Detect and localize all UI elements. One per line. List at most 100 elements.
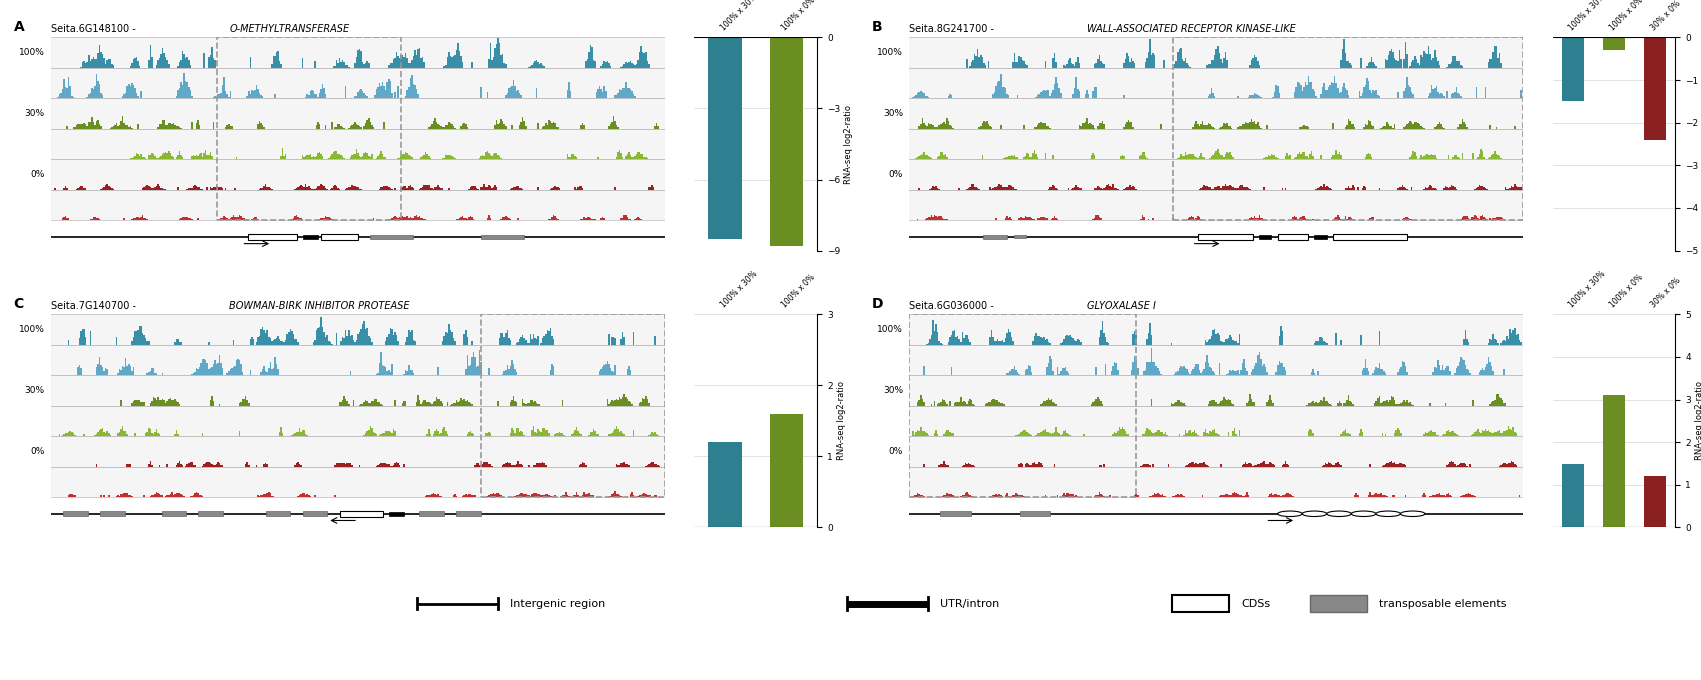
Bar	[51, 436, 665, 466]
Text: 0%: 0%	[31, 170, 44, 179]
Text: 30%: 30%	[883, 386, 903, 395]
Bar	[371, 235, 413, 239]
Text: 100%: 100%	[19, 325, 44, 334]
Bar	[1014, 235, 1026, 239]
Bar	[265, 511, 291, 516]
Text: CDSs: CDSs	[1242, 598, 1271, 609]
Text: WALL-ASSOCIATED RECEPTOR KINASE-LIKE: WALL-ASSOCIATED RECEPTOR KINASE-LIKE	[1087, 24, 1296, 34]
Bar	[910, 345, 1522, 375]
Bar	[941, 511, 971, 516]
Bar	[100, 511, 124, 516]
Text: 30%: 30%	[26, 109, 44, 118]
Bar	[910, 345, 1522, 375]
Bar	[51, 190, 665, 220]
Bar	[51, 314, 665, 345]
Y-axis label: RNA-seq log2-ratio: RNA-seq log2-ratio	[1696, 381, 1701, 460]
Bar	[162, 511, 185, 516]
Text: transposable elements: transposable elements	[1380, 598, 1507, 609]
Bar	[51, 375, 665, 406]
Ellipse shape	[1327, 511, 1351, 517]
Text: Seita.8G241700 -: Seita.8G241700 -	[910, 24, 997, 34]
Bar	[1172, 595, 1228, 612]
Bar	[63, 511, 88, 516]
Ellipse shape	[1376, 511, 1400, 517]
Bar	[1562, 464, 1584, 528]
Bar	[51, 68, 665, 99]
Bar	[910, 68, 1522, 99]
Text: UTR/intron: UTR/intron	[941, 598, 1000, 609]
Text: 0%: 0%	[31, 447, 44, 456]
Bar	[910, 466, 1522, 497]
Bar	[51, 159, 665, 190]
Bar	[1259, 235, 1271, 239]
Bar	[1643, 37, 1667, 140]
Bar	[910, 190, 1522, 220]
Bar	[51, 466, 665, 497]
Bar	[910, 466, 1522, 497]
Bar	[910, 436, 1522, 466]
Text: A: A	[14, 20, 24, 34]
Bar	[420, 511, 444, 516]
Bar	[216, 37, 401, 220]
Text: B: B	[873, 20, 883, 34]
Bar	[910, 159, 1522, 190]
Bar	[910, 37, 1522, 68]
Ellipse shape	[1303, 511, 1327, 517]
Bar	[51, 37, 665, 68]
Y-axis label: RNA-seq log2-ratio: RNA-seq log2-ratio	[844, 105, 854, 184]
Text: 0%: 0%	[888, 170, 903, 179]
Bar	[51, 129, 665, 159]
Bar	[51, 129, 665, 159]
Ellipse shape	[1400, 511, 1425, 517]
Bar	[303, 511, 327, 516]
Bar	[708, 442, 742, 528]
Ellipse shape	[1351, 511, 1376, 517]
Text: 100%: 100%	[878, 48, 903, 57]
Bar	[910, 375, 1522, 406]
Bar	[51, 99, 665, 129]
Bar	[910, 406, 1522, 436]
Bar	[910, 68, 1522, 99]
Bar	[910, 99, 1522, 129]
Bar	[481, 235, 524, 239]
Text: C: C	[14, 297, 24, 311]
Text: O-METHYLTRANSFERASE: O-METHYLTRANSFERASE	[230, 24, 349, 34]
Bar	[51, 68, 665, 99]
Bar	[769, 413, 803, 528]
Bar	[51, 159, 665, 190]
Bar	[248, 234, 296, 240]
Bar	[910, 37, 1522, 68]
Bar	[390, 512, 405, 515]
Text: GLYOXALASE I: GLYOXALASE I	[1087, 301, 1157, 311]
Text: BOWMAN-BIRK INHIBITOR PROTEASE: BOWMAN-BIRK INHIBITOR PROTEASE	[230, 301, 410, 311]
Text: D: D	[873, 297, 883, 311]
Text: Seita.6G036000 -: Seita.6G036000 -	[910, 301, 997, 311]
Bar	[199, 511, 223, 516]
Bar	[910, 99, 1522, 129]
Bar	[51, 99, 665, 129]
Text: Seita.7G140700 -: Seita.7G140700 -	[51, 301, 139, 311]
Bar	[910, 375, 1522, 406]
Bar	[51, 466, 665, 497]
Bar	[910, 190, 1522, 220]
Bar	[910, 159, 1522, 190]
Bar	[1174, 37, 1522, 220]
Bar	[1643, 476, 1667, 528]
Bar	[1315, 235, 1327, 239]
Bar	[983, 235, 1007, 239]
Bar	[1277, 234, 1308, 240]
Text: 0%: 0%	[888, 447, 903, 456]
Bar	[456, 511, 481, 516]
Bar	[303, 235, 318, 239]
Bar	[910, 436, 1522, 466]
Bar	[51, 345, 665, 375]
Bar	[51, 436, 665, 466]
Bar	[340, 511, 383, 517]
Text: 100%: 100%	[19, 48, 44, 57]
Bar	[51, 406, 665, 436]
Bar	[51, 345, 665, 375]
Bar	[910, 314, 1522, 345]
Bar	[1562, 37, 1584, 101]
Bar	[51, 37, 665, 68]
Bar	[910, 406, 1522, 436]
